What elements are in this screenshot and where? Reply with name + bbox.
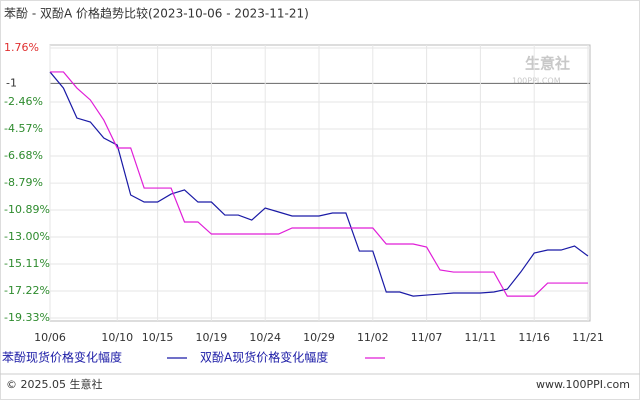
x-tick-label: 10/10 [101,331,133,344]
legend-label: 双酚A现货价格变化幅度 [200,350,328,365]
y-tick-label: -8.79% [4,176,43,189]
y-tick-label: -15.11% [4,257,50,270]
y-tick-label: -17.22% [4,284,50,297]
x-tick-label: 10/15 [142,331,174,344]
series-line [50,71,588,297]
footer-left: © 2025.05 生意社 [6,377,102,391]
x-tick-label: 10/29 [303,331,335,344]
y-tick-label: -6.68% [4,149,43,162]
series-line [49,71,589,297]
y-tick-label: 1.76% [4,41,39,54]
x-tick-label: 11/16 [518,331,550,344]
x-tick-label: 11/11 [465,331,497,344]
x-tick-label: 11/07 [411,331,443,344]
x-tick-label: 10/06 [34,331,66,344]
y-tick-label: -13.00% [4,230,50,243]
x-tick-label: 11/02 [357,331,389,344]
x-tick-label: 11/21 [572,331,604,344]
y-tick-label: -4.57% [4,122,43,135]
x-tick-label: 10/24 [249,331,281,344]
chart-title: 苯酚 - 双酚A 价格趋势比较(2023-10-06 - 2023-11-21) [4,6,309,21]
y-tick-label: -2.46% [4,95,43,108]
y-tick-label: -10.89% [4,203,50,216]
legend-label: 苯酚现货价格变化幅度 [2,350,122,365]
watermark-site: 100PPI.COM [512,77,561,86]
x-tick-label: 10/19 [196,331,228,344]
y-tick-label: -1 [6,76,17,89]
y-tick-label: -19.33% [4,311,50,324]
watermark-name: 生意社 [525,55,570,73]
footer-right: www.100PPI.com [536,378,630,391]
